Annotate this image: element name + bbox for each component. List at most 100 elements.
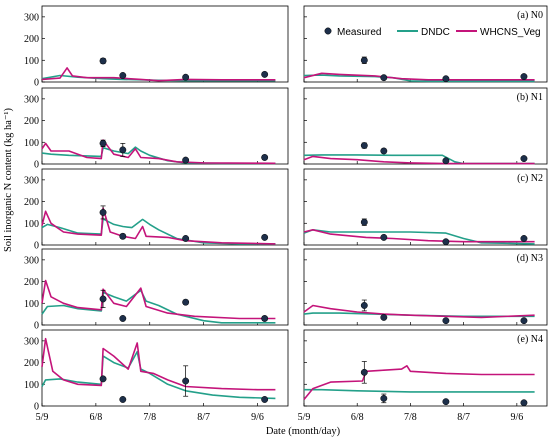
legend-measured-marker — [324, 27, 332, 35]
y-tick-label: 300 — [24, 255, 39, 266]
measured-point — [182, 235, 190, 242]
panel-frame — [303, 87, 548, 165]
measured-point — [119, 315, 127, 322]
measured-point — [119, 396, 127, 403]
x-tick-label: 8/7 — [457, 412, 470, 423]
panel-label: (c) N2 — [517, 173, 543, 184]
measured-point — [119, 146, 127, 154]
whcns-series-line — [41, 207, 276, 245]
dndc-series-line — [41, 146, 276, 165]
measured-point — [442, 317, 450, 325]
measured-point — [442, 157, 450, 165]
panel-label: (b) N1 — [517, 92, 543, 103]
legend-whcns-label: WHCNS_Veg — [480, 27, 541, 38]
panel-label: (e) N4 — [517, 334, 543, 345]
x-tick-label: 5/9 — [298, 412, 311, 423]
panel-frame — [41, 87, 289, 165]
y-axis-label: Soil inorganic N content (kg ha⁻¹) — [3, 107, 14, 252]
measured-point — [99, 208, 107, 216]
x-tick-label: 5/9 — [36, 412, 49, 423]
y-tick-label: 200 — [24, 116, 39, 127]
panel-frame — [303, 248, 548, 326]
whcns-series-line — [303, 155, 535, 165]
y-tick-label: 0 — [34, 160, 39, 171]
whcns-series-line — [303, 229, 535, 243]
panel-frame — [41, 329, 289, 407]
measured-point — [380, 313, 388, 321]
y-tick-label: 200 — [24, 197, 39, 208]
y-tick-label: 300 — [24, 12, 39, 23]
panel-frame — [41, 5, 289, 83]
axes-layer: 0 100 200 300 (a) N0 0 100 200 300 (b) N1 0 100 200 3… — [24, 5, 548, 423]
x-tick-label: 8/7 — [197, 412, 210, 423]
measured-point — [520, 235, 528, 242]
measured-point — [261, 315, 269, 322]
measured-point — [99, 295, 107, 303]
whcns-series-line — [41, 67, 276, 82]
measured-point — [360, 218, 368, 226]
panel-frame — [303, 168, 548, 246]
measured-point — [380, 74, 388, 82]
panel-frame — [41, 168, 289, 246]
x-tick-label: 6/8 — [351, 412, 364, 423]
y-tick-label: 300 — [24, 175, 39, 186]
measured-point — [520, 399, 528, 407]
y-tick-label: 200 — [24, 277, 39, 288]
measured-point — [99, 57, 107, 65]
measured-point — [442, 238, 450, 246]
measured-point — [380, 233, 388, 241]
legend-dndc-label: DNDC — [421, 27, 450, 38]
whcns-series-line — [41, 139, 276, 165]
y-tick-label: 100 — [24, 219, 39, 230]
whcns-series-line — [41, 337, 276, 391]
measured-point — [520, 155, 528, 163]
y-tick-label: 100 — [24, 56, 39, 67]
series-layer — [41, 56, 535, 407]
measured-point — [261, 70, 269, 78]
measured-point — [182, 377, 190, 385]
panel-frame — [41, 248, 289, 326]
measured-point — [182, 298, 190, 306]
measured-point — [380, 394, 388, 402]
measured-point — [360, 142, 368, 149]
x-tick-label: 7/8 — [404, 412, 417, 423]
y-tick-label: 300 — [24, 94, 39, 105]
y-tick-label: 0 — [34, 321, 39, 332]
measured-point — [360, 368, 368, 376]
y-tick-label: 0 — [34, 241, 39, 252]
measured-point — [380, 147, 388, 155]
measured-point — [261, 154, 269, 161]
y-tick-label: 300 — [24, 336, 39, 347]
measured-point — [99, 375, 107, 383]
measured-point — [261, 396, 269, 403]
y-tick-label: 0 — [34, 402, 39, 413]
x-tick-label: 7/8 — [143, 412, 156, 423]
x-axis-label: Date (month/day) — [266, 426, 341, 437]
panel-frame — [303, 5, 548, 83]
measured-point — [182, 156, 190, 164]
measured-point — [360, 56, 368, 64]
dndc-series-line — [304, 388, 535, 393]
panel-label: (a) N0 — [517, 10, 543, 21]
measured-point — [182, 73, 190, 81]
y-tick-label: 100 — [24, 299, 39, 310]
dndc-series-line — [41, 350, 276, 400]
measured-point — [119, 232, 127, 240]
measured-point — [442, 75, 450, 83]
x-tick-label: 9/6 — [251, 412, 264, 423]
measured-point — [442, 398, 450, 406]
x-tick-label: 6/8 — [89, 412, 102, 423]
y-tick-label: 200 — [24, 34, 39, 45]
measured-point — [360, 302, 368, 309]
measured-point — [261, 233, 269, 241]
panel-label: (d) N3 — [517, 253, 543, 264]
y-tick-label: 0 — [34, 78, 39, 89]
legend: Measured DNDC WHCNS_Veg — [324, 27, 541, 38]
whcns-series-line — [41, 279, 276, 320]
measured-point — [99, 139, 107, 147]
measured-point — [119, 72, 127, 79]
y-tick-label: 100 — [24, 138, 39, 149]
dndc-series-line — [41, 218, 276, 245]
measured-point — [520, 73, 528, 81]
